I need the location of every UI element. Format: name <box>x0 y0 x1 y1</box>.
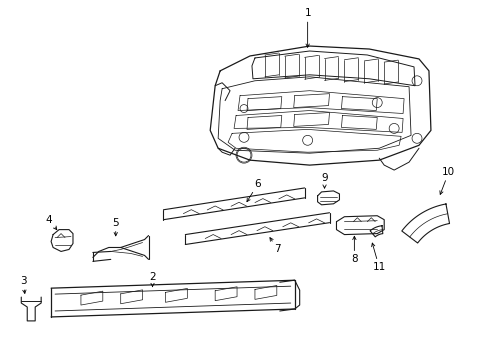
Text: 3: 3 <box>20 276 26 293</box>
Text: 4: 4 <box>46 215 57 230</box>
Text: 5: 5 <box>112 218 119 236</box>
Text: 10: 10 <box>439 167 454 194</box>
Text: 9: 9 <box>321 173 327 188</box>
Text: 7: 7 <box>269 238 281 255</box>
Text: 11: 11 <box>371 243 385 272</box>
Text: 8: 8 <box>350 236 357 264</box>
Text: 2: 2 <box>149 272 156 287</box>
Text: 6: 6 <box>246 179 261 202</box>
Text: 1: 1 <box>304 8 310 47</box>
